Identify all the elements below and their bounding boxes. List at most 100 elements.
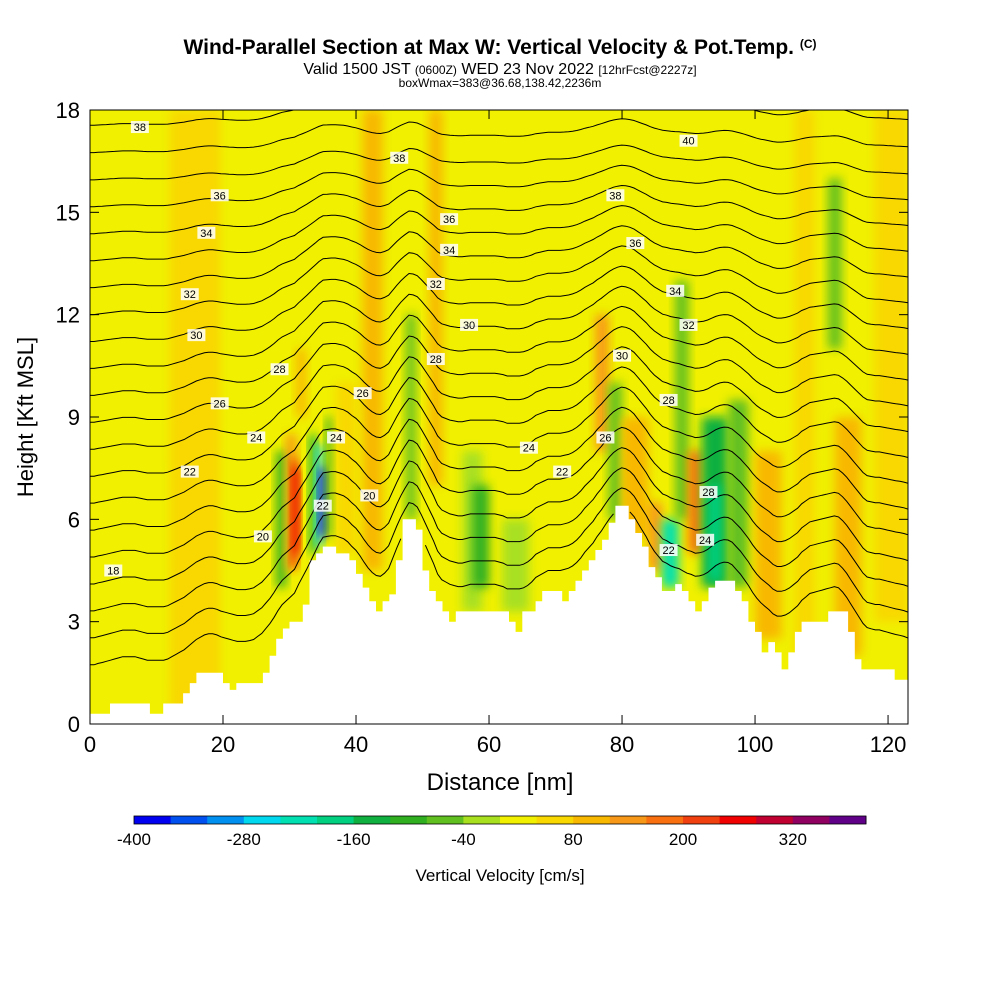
theta-label-bg: [247, 431, 266, 444]
colorbar-label: Vertical Velocity [cm/s]: [415, 866, 584, 885]
theta-label: 22: [184, 467, 196, 479]
theta-label: 30: [463, 320, 475, 332]
colorbar-swatch: [829, 816, 867, 824]
theta-label: 28: [273, 364, 285, 376]
theta-label: 36: [629, 238, 641, 250]
y-tick-label: 9: [68, 405, 80, 430]
theta-label: 38: [393, 153, 405, 165]
colorbar-swatch: [573, 816, 611, 824]
theta-contour-labels: 18 20 20 22 22 22 22 24 24 24 24 26 26 26 28 28 28 28 30 30…: [104, 121, 718, 578]
theta-label: 38: [134, 122, 146, 134]
w-cell: [728, 399, 749, 588]
theta-label: 20: [257, 531, 269, 543]
w-cell: [794, 110, 815, 656]
colorbar-swatch: [646, 816, 684, 824]
colorbar-tick-label: 200: [669, 830, 697, 849]
y-tick-label: 3: [68, 610, 80, 635]
w-cell: [828, 178, 842, 349]
theta-label: 24: [250, 432, 262, 444]
theta-contours: [90, 64, 908, 666]
colorbar-swatch: [426, 816, 464, 824]
theta-label: 22: [662, 545, 674, 557]
colorbar-swatch: [463, 816, 501, 824]
theta-contour: [90, 467, 908, 612]
terrain: [90, 505, 908, 724]
w-cell: [326, 417, 333, 537]
theta-label-bg: [180, 465, 199, 478]
y-tick-label: 6: [68, 507, 80, 532]
colorbar-swatch: [353, 816, 391, 824]
theta-label: 24: [699, 535, 711, 547]
chart-title-mark: (C): [799, 37, 817, 51]
theta-label-bg: [626, 237, 645, 250]
y-axis-label: Height [Kft MSL]: [13, 337, 38, 497]
theta-label-bg: [613, 349, 632, 362]
theta-label: 32: [430, 279, 442, 291]
w-cell: [336, 382, 357, 554]
theta-label-bg: [210, 189, 229, 202]
chart-title-text: Wind-Parallel Section at Max W: Vertical…: [183, 36, 794, 59]
theta-contour: [90, 265, 908, 342]
colorbar-tick-label: -400: [117, 830, 151, 849]
theta-label-bg: [606, 189, 625, 202]
theta-label-bg: [104, 564, 123, 577]
theta-label: 32: [184, 289, 196, 301]
theta-label-bg: [426, 277, 445, 290]
colorbar-frame: [133, 815, 867, 825]
w-cell: [405, 314, 416, 520]
x-tick-label: 40: [344, 732, 368, 757]
theta-label-bg: [699, 486, 718, 499]
colorbar-swatch: [170, 816, 208, 824]
theta-label: 34: [669, 286, 681, 298]
x-tick-label: 60: [477, 732, 501, 757]
theta-label-bg: [360, 489, 379, 502]
colorbar-swatch: [719, 816, 757, 824]
colorbar-swatch: [756, 816, 794, 824]
theta-label: 40: [682, 136, 694, 148]
theta-label-bg: [253, 530, 272, 543]
chart-subtitle: Valid 1500 JST (0600Z) WED 23 Nov 2022 […: [0, 61, 1000, 79]
valid-utc: (0600Z): [414, 63, 457, 77]
theta-label-bg: [519, 441, 538, 454]
theta-label: 28: [702, 487, 714, 499]
theta-label: 38: [609, 190, 621, 202]
w-cell: [648, 502, 662, 571]
theta-label: 24: [523, 443, 535, 455]
theta-contour: [90, 447, 908, 585]
theta-contour: [90, 406, 908, 531]
chart-title: Wind-Parallel Section at Max W: Vertical…: [0, 36, 1000, 60]
w-cell: [296, 348, 307, 417]
colorbar: -400 -280 -160 -40 80 200 320: [117, 815, 867, 849]
theta-label-bg: [679, 318, 698, 331]
terrain-mask: [90, 505, 908, 724]
theta-contour: [90, 305, 908, 396]
box-wmax-label: boxWmax=383@36.68,138.42,2236m: [398, 76, 602, 90]
valid-date: WED 23 Nov 2022: [461, 61, 594, 78]
theta-label: 32: [682, 320, 694, 332]
theta-label-bg: [659, 544, 678, 557]
theta-label-bg: [187, 329, 206, 342]
theta-contour: [90, 205, 908, 262]
theta-contour: [90, 285, 908, 369]
x-tick-label: 80: [610, 732, 634, 757]
x-axis-label: Distance [nm]: [427, 769, 574, 796]
valid-time: Valid 1500 JST: [303, 61, 411, 78]
colorbar-swatch: [243, 816, 281, 824]
forecast-info: [12hrFcst@2227z]: [598, 63, 697, 77]
theta-label-bg: [130, 121, 149, 134]
w-cell: [223, 110, 277, 724]
colorbar-swatch: [536, 816, 574, 824]
theta-label-bg: [553, 465, 572, 478]
theta-contour: [90, 64, 908, 98]
theta-label-bg: [353, 387, 372, 400]
w-cell: [169, 110, 224, 724]
theta-contour: [90, 426, 908, 558]
w-cell: [276, 451, 287, 588]
theta-label: 30: [616, 351, 628, 363]
theta-label-bg: [440, 213, 459, 226]
x-tick-label: 0: [84, 732, 96, 757]
theta-label: 34: [443, 245, 455, 257]
theta-contour: [90, 225, 908, 289]
